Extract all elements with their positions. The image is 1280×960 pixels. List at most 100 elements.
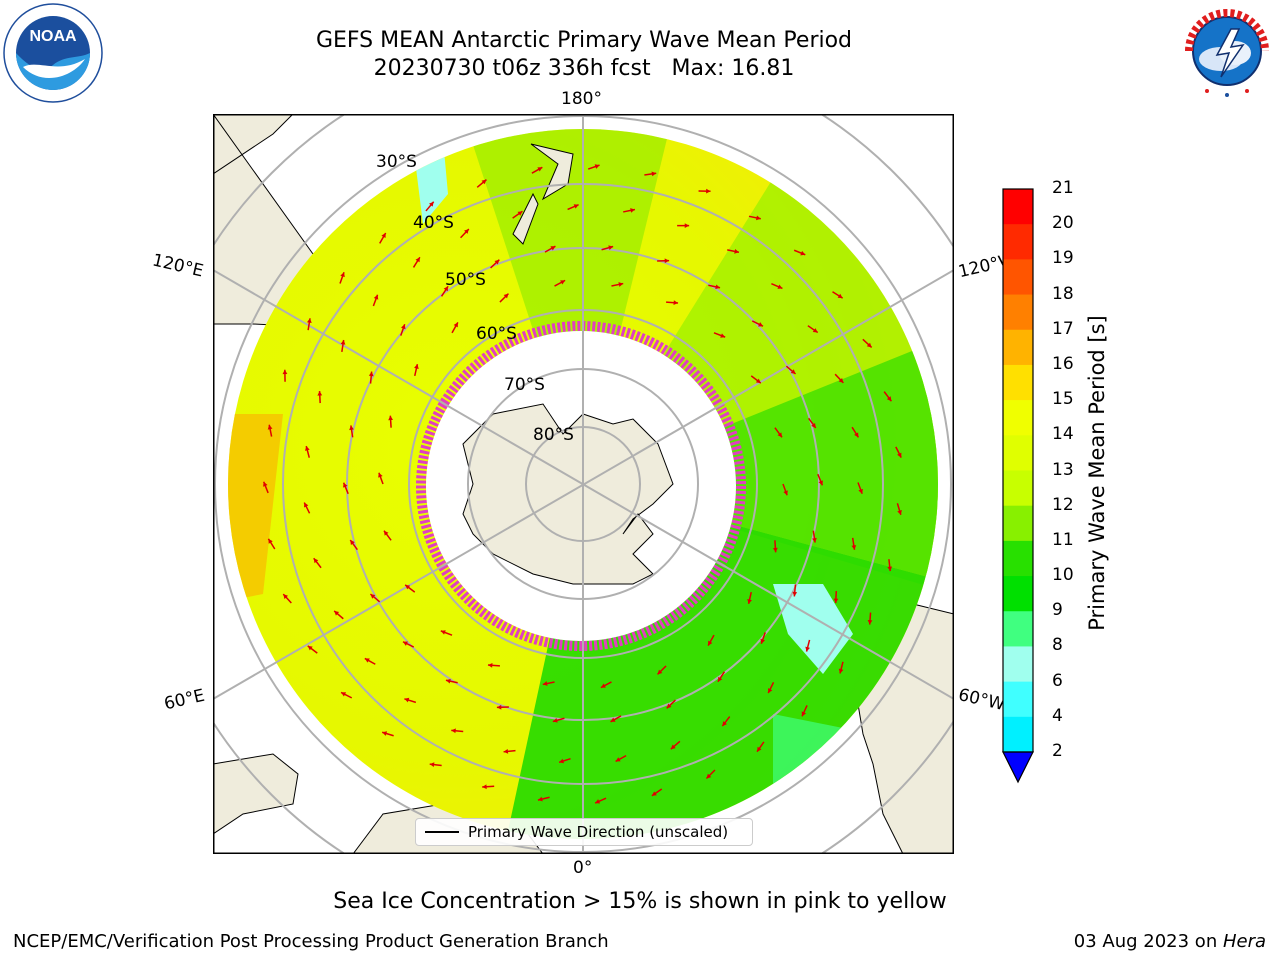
colorbar-block (1003, 716, 1033, 753)
colorbar-tick-label: 16 (1052, 353, 1074, 374)
wave-arrow-head (445, 678, 451, 684)
wave-arrow-head (494, 259, 500, 265)
wave-arrow-head (388, 415, 394, 421)
wave-arrow-head (610, 717, 616, 722)
wave-arrow-head (373, 294, 379, 300)
colorbar-tick-label: 19 (1052, 248, 1074, 269)
wave-arrow-head (757, 746, 762, 752)
wave-arrow-head (600, 683, 606, 688)
colorbar-tick-label: 14 (1052, 424, 1074, 445)
wave-arrow-head (464, 229, 469, 234)
wave-arrow-head (837, 293, 843, 299)
wave-arrow-head (706, 773, 712, 779)
title-line-1: GEFS MEAN Antarctic Primary Wave Mean Pe… (315, 28, 853, 53)
lat-label-80s: 80°S (533, 425, 574, 445)
colorbar-block (1003, 540, 1033, 577)
wave-arrow-head (443, 286, 449, 292)
wave-arrow-head (503, 748, 509, 754)
colorbar-block (1003, 400, 1033, 436)
colorbar-block (1003, 189, 1033, 225)
wave-arrow-head (482, 784, 487, 790)
green-sector-ne (583, 334, 938, 584)
wave-arrow-head (428, 201, 434, 207)
wave-arrow-head (838, 378, 844, 383)
wave-arrow-head (772, 547, 778, 553)
wave-arrow-head (747, 599, 752, 604)
lat-label-30s: 30°S (376, 152, 417, 172)
colorbar-tick-label: 12 (1052, 494, 1074, 515)
wave-arrow-head (670, 744, 676, 750)
wave-arrow-head (383, 530, 389, 536)
colorbar-block (1003, 646, 1033, 683)
wave-arrow-head (404, 697, 410, 703)
sea-ice-edge (416, 321, 746, 651)
wave-arrow-head (559, 758, 565, 764)
wave-arrow-head (268, 538, 273, 544)
wave-arrow-head (734, 249, 739, 254)
footer-producer: NCEP/EMC/Verification Post Processing Pr… (13, 931, 609, 952)
colorbar-block (1003, 681, 1033, 718)
wave-arrow-head (381, 232, 386, 238)
wave-arrow-head (552, 717, 558, 723)
lon-label-0: 0° (573, 858, 593, 878)
wave-arrow-head (708, 640, 713, 646)
wave-arrow-head (755, 215, 761, 221)
legend-label: Primary Wave Direction (unscaled) (468, 823, 729, 841)
colorbar-tick-label: 11 (1052, 529, 1074, 550)
wave-arrow-head (800, 250, 806, 256)
lon-label-120e: 120°E (150, 250, 206, 282)
colorbar-tick-label: 10 (1052, 565, 1074, 586)
nws-logo (1179, 3, 1275, 99)
wave-arrow-head (854, 432, 859, 438)
wave-arrow-head (594, 164, 600, 169)
colorbar-block (1003, 364, 1033, 401)
graticule (213, 114, 954, 854)
wave-arrow-head (760, 638, 766, 644)
colorbar-block (1003, 505, 1033, 542)
wave-arrow-head (537, 167, 543, 172)
chart-title: GEFS MEAN Antarctic Primary Wave Mean Pe… (214, 27, 954, 83)
wave-arrow-head (812, 328, 818, 333)
colorbar-block (1003, 435, 1033, 471)
colorbar-tick-label: 18 (1052, 283, 1074, 304)
title-line-2: 20230730 t06z 336h fcst Max: 16.81 (373, 56, 795, 81)
wave-arrow-head (838, 668, 844, 674)
colorbar-block (1003, 576, 1033, 612)
wave-arrow-head (542, 681, 548, 686)
wave-arrow-head (517, 211, 523, 216)
wave-arrow-head (313, 558, 319, 564)
wave-arrow-head (382, 731, 388, 736)
wave-arrow-head (350, 540, 355, 545)
colorbar-tick-label: 4 (1052, 705, 1063, 726)
wave-arrow-head (608, 245, 614, 251)
colorbar-block (1003, 294, 1033, 331)
wave-arrow-head (684, 223, 690, 229)
wave-arrow-head (317, 391, 323, 396)
wave-arrow-head (283, 594, 288, 599)
wave-arrow-head (722, 721, 727, 727)
wave-arrow-head (305, 446, 310, 451)
wave-arrow-head (306, 318, 312, 324)
colorbar-title: Primary Wave Mean Period [s] (1085, 315, 1109, 631)
wave-arrow-head (573, 204, 579, 209)
wave-arrow-head (777, 432, 783, 438)
wave-arrow-head (451, 728, 456, 734)
wave-arrow-head (777, 284, 783, 289)
wave-arrow-head (496, 704, 502, 710)
wave-arrow-head (651, 791, 657, 796)
wave-arrow-head (414, 364, 419, 369)
wave-arrow-head (758, 322, 764, 327)
wave-arrow-head (370, 594, 376, 599)
wave-arrow-head (715, 284, 721, 290)
colorbar-extend-arrow (1002, 751, 1034, 784)
colorbar-block (1003, 470, 1033, 507)
wave-arrow-head (368, 371, 374, 377)
wave-arrow-head (537, 796, 543, 802)
lon-label-60e: 60°E (162, 685, 207, 715)
wave-arrow-head (768, 688, 773, 694)
noaa-logo: NOAA (3, 3, 103, 103)
wave-arrow-head (282, 369, 288, 375)
colorbar-tick-label: 6 (1052, 670, 1063, 691)
wave-arrow-head (453, 322, 458, 328)
wave-arrow-head (630, 208, 635, 213)
